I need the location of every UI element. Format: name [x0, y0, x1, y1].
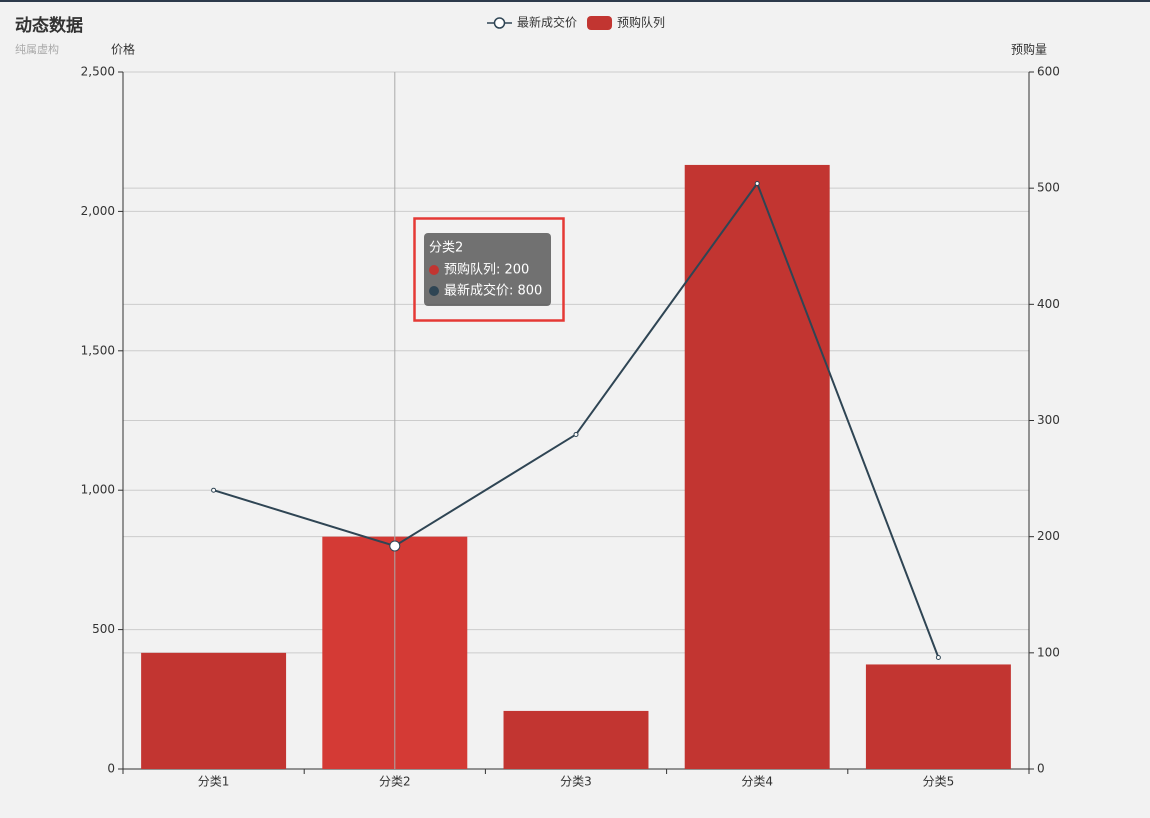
- y2-tick-label: 0: [1037, 762, 1045, 776]
- tooltip-title: 分类2: [429, 241, 463, 256]
- y2-axis-title: 预购量: [1011, 42, 1047, 57]
- y-tick-label: 2,000: [81, 204, 115, 218]
- line-point[interactable]: [754, 181, 760, 187]
- chart-subtitle: 纯属虚构: [15, 42, 59, 56]
- bar[interactable]: [684, 164, 830, 769]
- highlight-box: [413, 217, 565, 322]
- line-point[interactable]: [935, 654, 941, 660]
- bar[interactable]: [503, 710, 649, 769]
- y-tick-label: 1,500: [81, 343, 115, 357]
- line-point[interactable]: [211, 487, 217, 493]
- line-point[interactable]: [389, 540, 401, 552]
- legend-marker: [493, 17, 506, 29]
- y-axis-title: 价格: [111, 42, 135, 57]
- y2-tick-label: 300: [1037, 413, 1060, 427]
- legend-label: 预购队列: [617, 15, 665, 30]
- tooltip-box: [424, 233, 551, 306]
- x-tick-label: 分类1: [198, 775, 230, 789]
- y2-tick-label: 400: [1037, 297, 1060, 311]
- y-tick-label: 500: [92, 622, 115, 636]
- chart-title: 动态数据: [15, 15, 83, 36]
- y-tick-label: 2,500: [81, 65, 115, 79]
- tooltip: 分类2 预购队列: 200 最新成交价: 800: [424, 233, 551, 306]
- tooltip-dot: [429, 265, 439, 275]
- x-tick-label: 分类2: [379, 775, 411, 789]
- bar[interactable]: [865, 664, 1011, 769]
- tooltip-dot: [429, 286, 439, 296]
- x-tick-label: 分类5: [923, 775, 955, 789]
- y2-tick-label: 100: [1037, 645, 1060, 659]
- tooltip-line: 最新成交价: 800: [444, 283, 542, 299]
- legend-item[interactable]: 最新成交价: [487, 15, 577, 30]
- y-tick-label: 0: [107, 762, 115, 776]
- x-tick-label: 分类4: [741, 775, 773, 789]
- line-point[interactable]: [573, 431, 579, 437]
- tooltip-line: 预购队列: 200: [444, 262, 529, 278]
- legend-swatch: [587, 16, 613, 30]
- y2-tick-label: 600: [1037, 65, 1060, 79]
- legend-label: 最新成交价: [517, 15, 577, 30]
- y2-tick-label: 200: [1037, 529, 1060, 543]
- bar[interactable]: [141, 652, 287, 769]
- top-border: [0, 0, 1150, 2]
- legend-item[interactable]: 预购队列: [587, 15, 665, 31]
- y2-tick-label: 500: [1037, 181, 1060, 195]
- x-tick-label: 分类3: [560, 775, 592, 789]
- y-tick-label: 1,000: [81, 483, 115, 497]
